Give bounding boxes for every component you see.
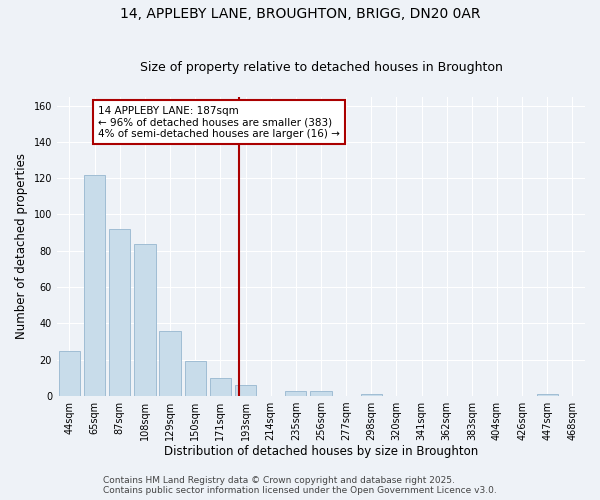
X-axis label: Distribution of detached houses by size in Broughton: Distribution of detached houses by size … [164,444,478,458]
Bar [59,350,80,396]
Bar [160,330,181,396]
Text: 14, APPLEBY LANE, BROUGHTON, BRIGG, DN20 0AR: 14, APPLEBY LANE, BROUGHTON, BRIGG, DN20… [120,8,480,22]
Bar [134,244,155,396]
Text: Contains HM Land Registry data © Crown copyright and database right 2025.
Contai: Contains HM Land Registry data © Crown c… [103,476,497,495]
Text: 14 APPLEBY LANE: 187sqm
← 96% of detached houses are smaller (383)
4% of semi-de: 14 APPLEBY LANE: 187sqm ← 96% of detache… [98,106,340,139]
Bar [285,390,307,396]
Y-axis label: Number of detached properties: Number of detached properties [15,153,28,339]
Bar [84,174,106,396]
Bar [209,378,231,396]
Bar [536,394,558,396]
Title: Size of property relative to detached houses in Broughton: Size of property relative to detached ho… [140,62,502,74]
Bar [185,362,206,396]
Bar [109,229,130,396]
Bar [310,390,332,396]
Bar [361,394,382,396]
Bar [235,385,256,396]
